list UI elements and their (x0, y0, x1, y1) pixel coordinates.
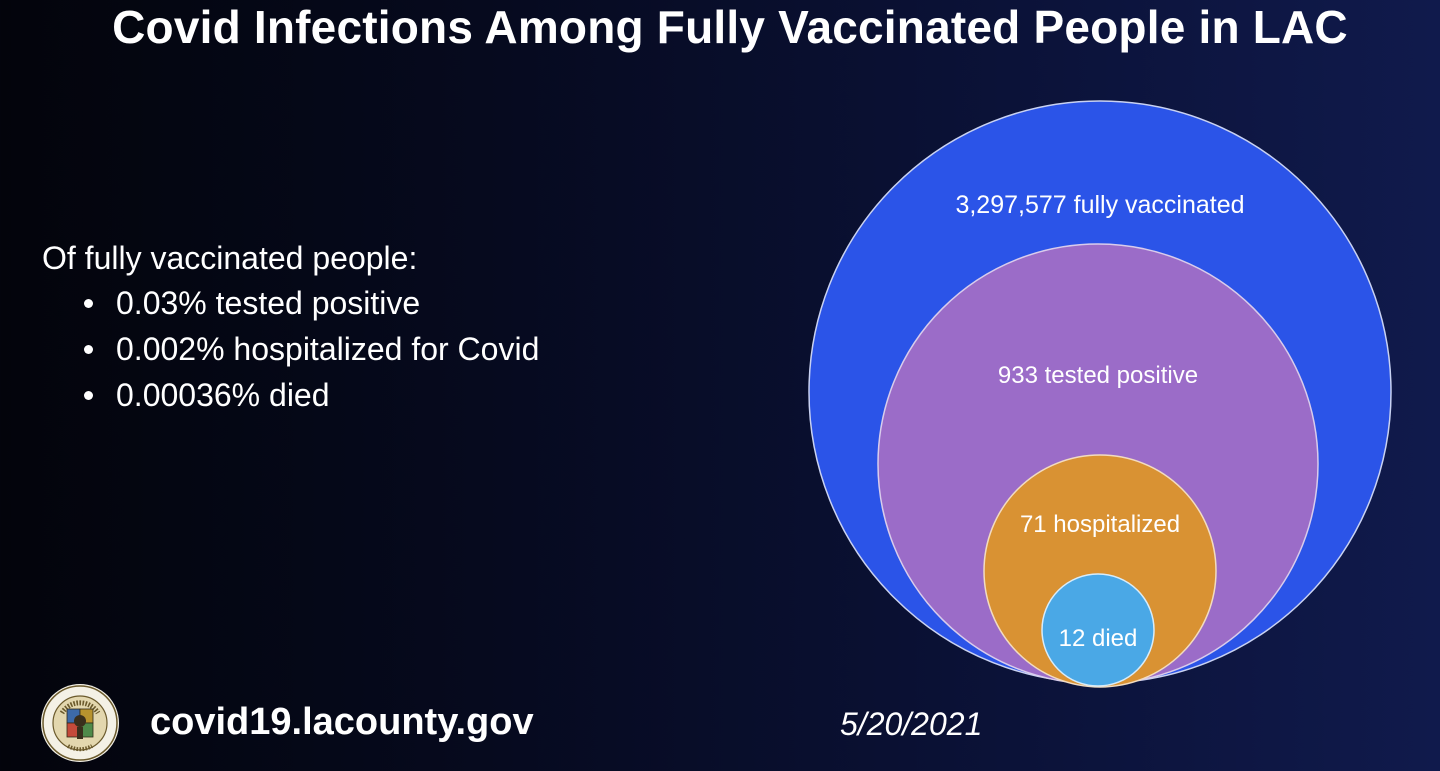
label-hospitalized: 71 hospitalized (1020, 511, 1180, 538)
circle-died (1041, 573, 1155, 687)
stats-heading: Of fully vaccinated people: (42, 240, 418, 276)
county-seal-icon (41, 684, 119, 762)
stat-tested-positive: 0.03% tested positive (42, 280, 682, 326)
stats-list: 0.03% tested positive 0.002% hospitalize… (42, 280, 682, 418)
stat-hospitalized: 0.002% hospitalized for Covid (42, 326, 682, 372)
stat-died: 0.00036% died (42, 372, 682, 418)
label-fully-vaccinated: 3,297,577 fully vaccinated (955, 191, 1244, 219)
stats-panel: Of fully vaccinated people: 0.03% tested… (42, 236, 682, 418)
report-date: 5/20/2021 (840, 706, 983, 742)
website-url[interactable]: covid19.lacounty.gov (150, 701, 534, 743)
label-died: 12 died (1059, 625, 1138, 652)
label-tested-positive: 933 tested positive (998, 362, 1198, 389)
page-title: Covid Infections Among Fully Vaccinated … (112, 1, 1348, 53)
